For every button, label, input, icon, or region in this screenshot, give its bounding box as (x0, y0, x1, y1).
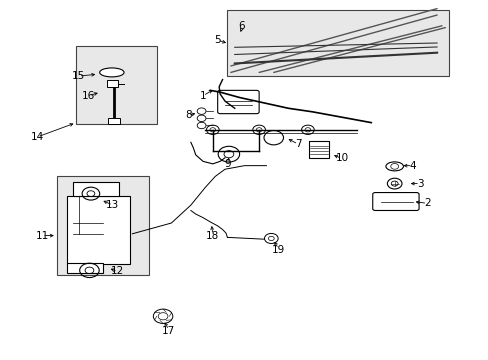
Text: 3: 3 (416, 179, 423, 189)
Text: 14: 14 (31, 132, 44, 142)
Text: 1: 1 (199, 91, 206, 101)
Bar (308, 141, 329, 158)
Text: 4: 4 (408, 161, 415, 171)
Bar (227, 10, 448, 76)
Text: 13: 13 (106, 200, 119, 210)
Text: 12: 12 (111, 266, 124, 276)
Bar (73, 182, 119, 196)
Text: 5: 5 (214, 35, 221, 45)
Bar (107, 80, 118, 87)
Text: 7: 7 (294, 139, 301, 149)
Bar (76, 45, 157, 125)
Text: 16: 16 (81, 91, 95, 101)
Bar (66, 263, 103, 273)
Bar (108, 118, 120, 125)
Ellipse shape (385, 162, 403, 171)
Text: 15: 15 (72, 71, 85, 81)
Text: 10: 10 (335, 153, 348, 163)
Text: 2: 2 (423, 198, 430, 208)
Text: 9: 9 (224, 159, 230, 169)
Text: 8: 8 (185, 111, 191, 121)
FancyBboxPatch shape (217, 90, 259, 114)
Bar (66, 196, 130, 264)
Text: 18: 18 (206, 231, 219, 240)
Text: 6: 6 (238, 21, 245, 31)
Text: 17: 17 (162, 325, 175, 336)
Ellipse shape (100, 68, 124, 77)
Text: 11: 11 (36, 231, 49, 240)
Text: 19: 19 (271, 245, 285, 255)
FancyBboxPatch shape (372, 193, 418, 211)
Bar (57, 176, 149, 275)
